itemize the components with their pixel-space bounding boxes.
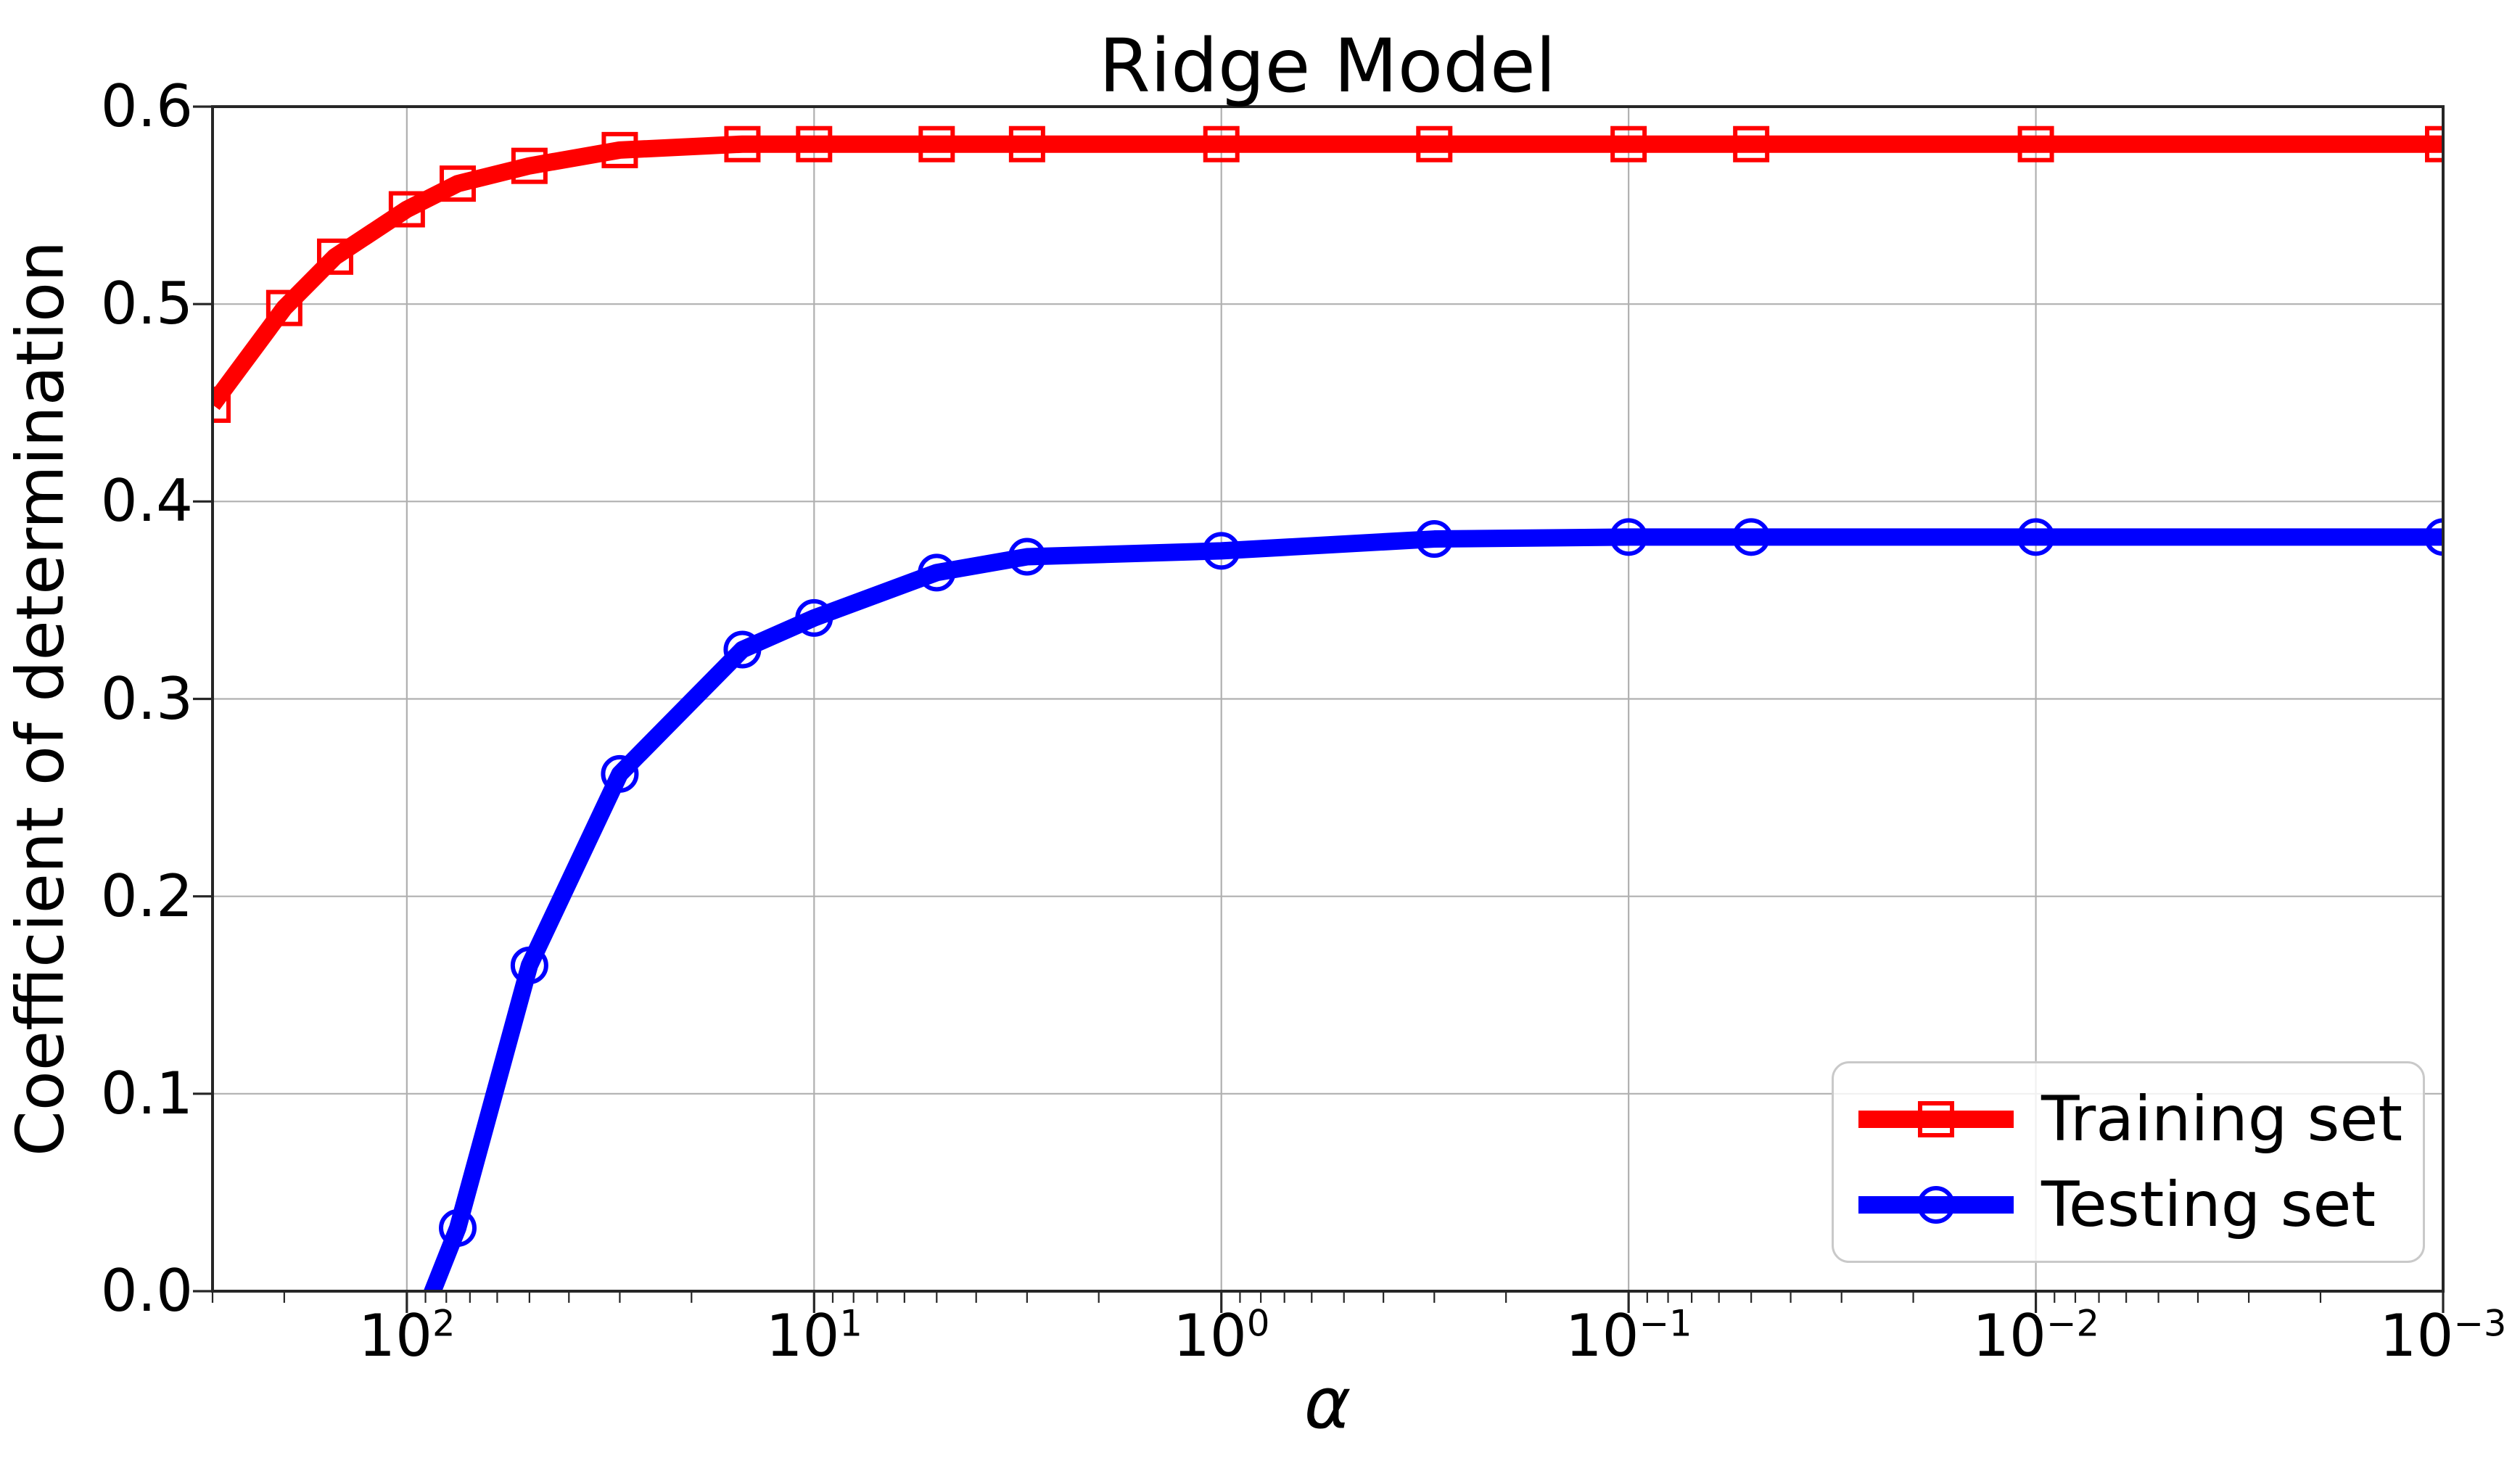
marker-circle-testing-set	[1008, 538, 1046, 576]
marker-square-training-set	[388, 191, 425, 228]
marker-square-training-set	[2425, 125, 2443, 162]
x-tick-label: 10−3	[2379, 1302, 2507, 1370]
marker-square-training-set	[213, 386, 231, 423]
marker-square-training-set	[1733, 125, 1770, 162]
marker-square-training-set	[2017, 125, 2054, 162]
y-tick-label: 0.4	[100, 467, 193, 535]
legend-sample-testing-set	[1858, 1186, 2014, 1224]
marker-circle-testing-set	[918, 553, 956, 592]
marker-circle-testing-set	[795, 598, 833, 637]
line-testing-set	[423, 528, 2443, 1291]
tick-marks	[193, 105, 2445, 1313]
marker-square-training-set	[1416, 125, 1453, 162]
x-tick-label: 10−2	[1972, 1302, 2100, 1370]
marker-square-training-set	[265, 289, 302, 326]
series-testing-set	[423, 518, 2443, 1291]
marker-square-training-set	[440, 165, 477, 202]
marker-square-training-set	[601, 131, 638, 168]
y-tick-label: 0.6	[100, 73, 193, 140]
x-axis-label-alpha: α	[1304, 1362, 1351, 1445]
y-tick-label: 0.0	[100, 1257, 193, 1325]
y-tick-label: 0.1	[100, 1059, 193, 1127]
axes-spines	[211, 105, 2445, 1293]
marker-circle-testing-set	[601, 754, 639, 793]
legend: Training set Testing set	[1832, 1061, 2425, 1263]
legend-sample-training-set	[1858, 1100, 2014, 1137]
chart-title: Ridge Model	[1098, 23, 1557, 110]
marker-square-training-set	[918, 125, 955, 162]
legend-label-testing-set: Testing set	[2041, 1169, 2376, 1242]
legend-item-testing-set: Testing set	[1853, 1169, 2416, 1241]
line-training-set	[213, 135, 2443, 411]
y-tick-label: 0.5	[100, 270, 193, 338]
marker-square-training-set	[1610, 125, 1647, 162]
marker-square-training-set	[724, 125, 761, 162]
marker-circle-testing-set	[1610, 518, 1648, 556]
legend-circle-marker-icon	[1917, 1186, 1955, 1224]
marker-circle-testing-set	[2017, 518, 2055, 556]
marker-square-training-set	[511, 147, 548, 184]
x-tick-label: 100	[1173, 1302, 1270, 1370]
x-tick-label: 102	[358, 1302, 456, 1370]
marker-square-training-set	[317, 238, 354, 275]
marker-circle-testing-set	[1415, 520, 1454, 559]
marker-circle-testing-set	[723, 630, 762, 669]
marker-square-training-set	[1008, 125, 1045, 162]
marker-square-training-set	[1203, 125, 1240, 162]
legend-square-marker-icon	[1918, 1100, 1954, 1137]
marker-square-training-set	[796, 125, 833, 162]
marker-circle-testing-set	[2424, 518, 2443, 556]
x-tick-label: 10−1	[1565, 1302, 1692, 1370]
y-tick-label: 0.2	[100, 862, 193, 930]
x-tick-label: 101	[765, 1302, 862, 1370]
marker-circle-testing-set	[510, 946, 548, 984]
y-tick-label: 0.3	[100, 664, 193, 733]
series-training-set	[213, 125, 2443, 423]
marker-circle-testing-set	[1732, 518, 1771, 556]
legend-label-training-set: Training set	[2041, 1082, 2403, 1156]
legend-item-training-set: Training set	[1853, 1083, 2416, 1156]
marker-circle-testing-set	[1202, 532, 1240, 570]
marker-circle-testing-set	[439, 1208, 477, 1247]
